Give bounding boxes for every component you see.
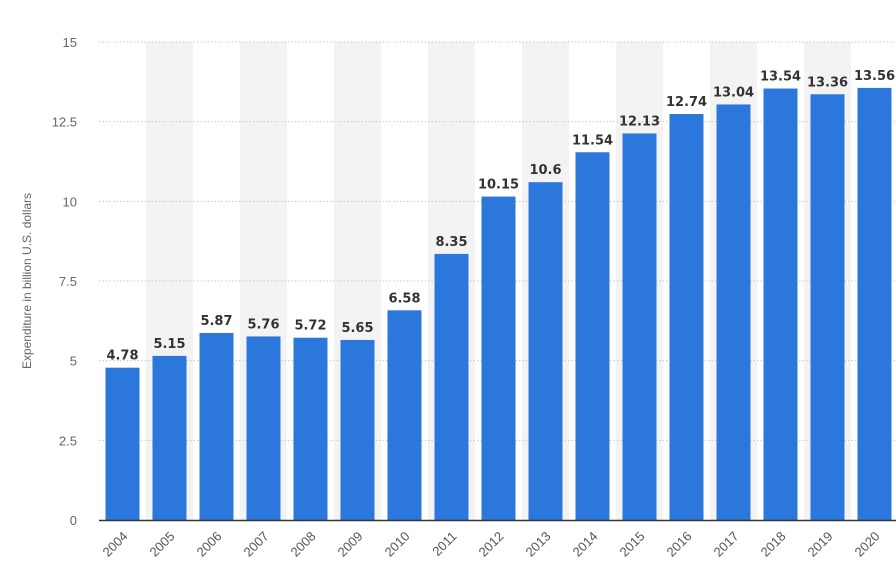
data-label-2005: 5.15 (153, 337, 185, 352)
bar-2006 (199, 332, 234, 520)
bars (105, 87, 892, 521)
data-label-2007: 5.76 (247, 317, 279, 332)
bar-2014 (575, 152, 610, 520)
bar-2008 (293, 337, 328, 520)
y-tick-label: 15 (63, 35, 77, 50)
bar-2020 (857, 87, 892, 520)
bar-2013 (528, 182, 563, 521)
x-tick-label-2013: 2013 (523, 529, 554, 560)
bar-2012 (481, 196, 516, 520)
data-label-2015: 12.13 (619, 114, 660, 129)
data-label-2018: 13.54 (760, 70, 801, 85)
y-tick-label: 0 (70, 513, 77, 528)
y-tick-label: 2.5 (59, 433, 77, 448)
bar-2004 (105, 367, 140, 520)
y-axis-ticks: 0 2.5 5 7.5 10 12.5 15 (52, 35, 77, 528)
x-tick-label-2016: 2016 (664, 529, 695, 560)
data-label-2010: 6.58 (388, 291, 420, 306)
bar-2007 (246, 336, 281, 520)
x-tick-label-2009: 2009 (335, 529, 366, 560)
bar-2015 (622, 133, 657, 520)
x-tick-label-2007: 2007 (241, 529, 272, 560)
bar-2019 (810, 94, 845, 521)
bar-2018 (763, 88, 798, 520)
y-tick-label: 5 (70, 354, 77, 369)
data-label-2019: 13.36 (807, 75, 848, 90)
data-labels: 4.78 5.15 5.87 5.76 5.72 5.65 6.58 8.35 10.15 10.… (106, 69, 895, 364)
y-tick-label: 7.5 (59, 274, 77, 289)
bar-2005 (152, 355, 187, 520)
x-tick-label-2006: 2006 (194, 529, 225, 560)
x-tick-label-2017: 2017 (711, 529, 742, 560)
x-tick-label-2015: 2015 (617, 529, 648, 560)
data-label-2016: 12.74 (666, 95, 707, 110)
x-tick-label-2020: 2020 (852, 529, 883, 560)
y-tick-label: 12.5 (52, 115, 77, 130)
x-tick-label-2005: 2005 (147, 529, 178, 560)
x-tick-label-2008: 2008 (288, 529, 319, 560)
x-tick-label-2019: 2019 (805, 529, 836, 560)
data-label-2006: 5.87 (200, 314, 232, 329)
data-label-2012: 10.15 (478, 178, 519, 193)
x-axis-ticks: 2004 2005 2006 2007 2008 2009 2010 2011 2012 2013… (100, 529, 883, 560)
data-label-2020: 13.56 (854, 69, 895, 84)
x-tick-label-2014: 2014 (570, 529, 601, 560)
bar-2016 (669, 114, 704, 520)
data-label-2008: 5.72 (294, 319, 326, 334)
data-label-2004: 4.78 (106, 349, 138, 364)
x-tick-label-2004: 2004 (100, 529, 131, 560)
x-tick-label-2010: 2010 (382, 529, 413, 560)
data-label-2009: 5.65 (341, 321, 373, 336)
data-label-2014: 11.54 (572, 133, 613, 148)
y-axis-label: Expenditure in billion U.S. dollars (20, 193, 34, 369)
data-label-2017: 13.04 (713, 85, 754, 100)
x-tick-label-2018: 2018 (758, 529, 789, 560)
bar-2017 (716, 104, 751, 520)
y-tick-label: 10 (63, 194, 77, 209)
bar-2010 (387, 310, 422, 520)
data-label-2011: 8.35 (435, 235, 467, 250)
data-label-2013: 10.6 (529, 163, 561, 178)
x-tick-label-2011: 2011 (429, 529, 459, 559)
bar-2011 (434, 253, 469, 520)
x-tick-label-2012: 2012 (476, 529, 507, 560)
bar-2009 (340, 339, 375, 520)
